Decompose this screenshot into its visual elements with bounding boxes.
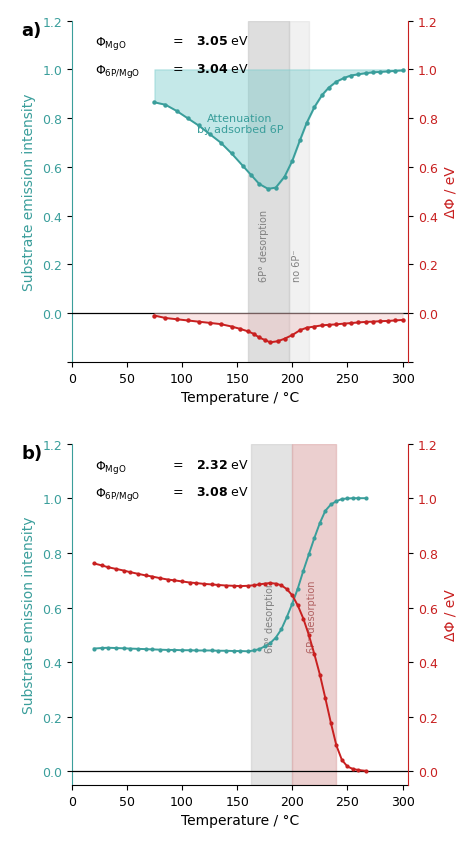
Text: a): a): [21, 22, 42, 40]
Text: 6P° desorption: 6P° desorption: [265, 580, 275, 652]
Text: $\mathbf{3.04}$ eV: $\mathbf{3.04}$ eV: [196, 62, 249, 75]
Text: =: =: [173, 62, 187, 75]
Bar: [292, 444, 337, 785]
Bar: [248, 22, 289, 362]
Text: Attenuation
by adsorbed 6P: Attenuation by adsorbed 6P: [197, 114, 283, 135]
Text: no 6P⁻: no 6P⁻: [292, 249, 301, 281]
Text: =: =: [173, 485, 187, 498]
Y-axis label: Substrate emission intensity: Substrate emission intensity: [22, 516, 36, 713]
Text: $\Phi_{\rm MgO}$: $\Phi_{\rm MgO}$: [95, 458, 127, 475]
Text: =: =: [173, 458, 187, 471]
Bar: [252, 444, 292, 785]
Text: $\mathbf{3.08}$ eV: $\mathbf{3.08}$ eV: [196, 485, 249, 498]
Text: $\Phi_{\rm 6P/MgO}$: $\Phi_{\rm 6P/MgO}$: [95, 62, 140, 79]
Text: $\Phi_{\rm MgO}$: $\Phi_{\rm MgO}$: [95, 35, 127, 52]
Bar: [289, 22, 309, 362]
Text: $\Phi_{\rm 6P/MgO}$: $\Phi_{\rm 6P/MgO}$: [95, 485, 140, 502]
Y-axis label: Substrate emission intensity: Substrate emission intensity: [22, 94, 36, 290]
X-axis label: Temperature / °C: Temperature / °C: [181, 814, 299, 827]
Text: $\mathbf{2.32}$ eV: $\mathbf{2.32}$ eV: [196, 458, 249, 471]
Y-axis label: ΔΦ / eV: ΔΦ / eV: [443, 166, 457, 218]
Text: =: =: [173, 35, 187, 48]
X-axis label: Temperature / °C: Temperature / °C: [181, 391, 299, 404]
Text: $\mathbf{3.05}$ eV: $\mathbf{3.05}$ eV: [196, 35, 249, 48]
Text: 6P° desorption: 6P° desorption: [259, 209, 269, 282]
Y-axis label: ΔΦ / eV: ΔΦ / eV: [443, 589, 457, 641]
Text: b): b): [21, 444, 43, 463]
Text: 6P⁻ desorption: 6P⁻ desorption: [307, 580, 317, 652]
